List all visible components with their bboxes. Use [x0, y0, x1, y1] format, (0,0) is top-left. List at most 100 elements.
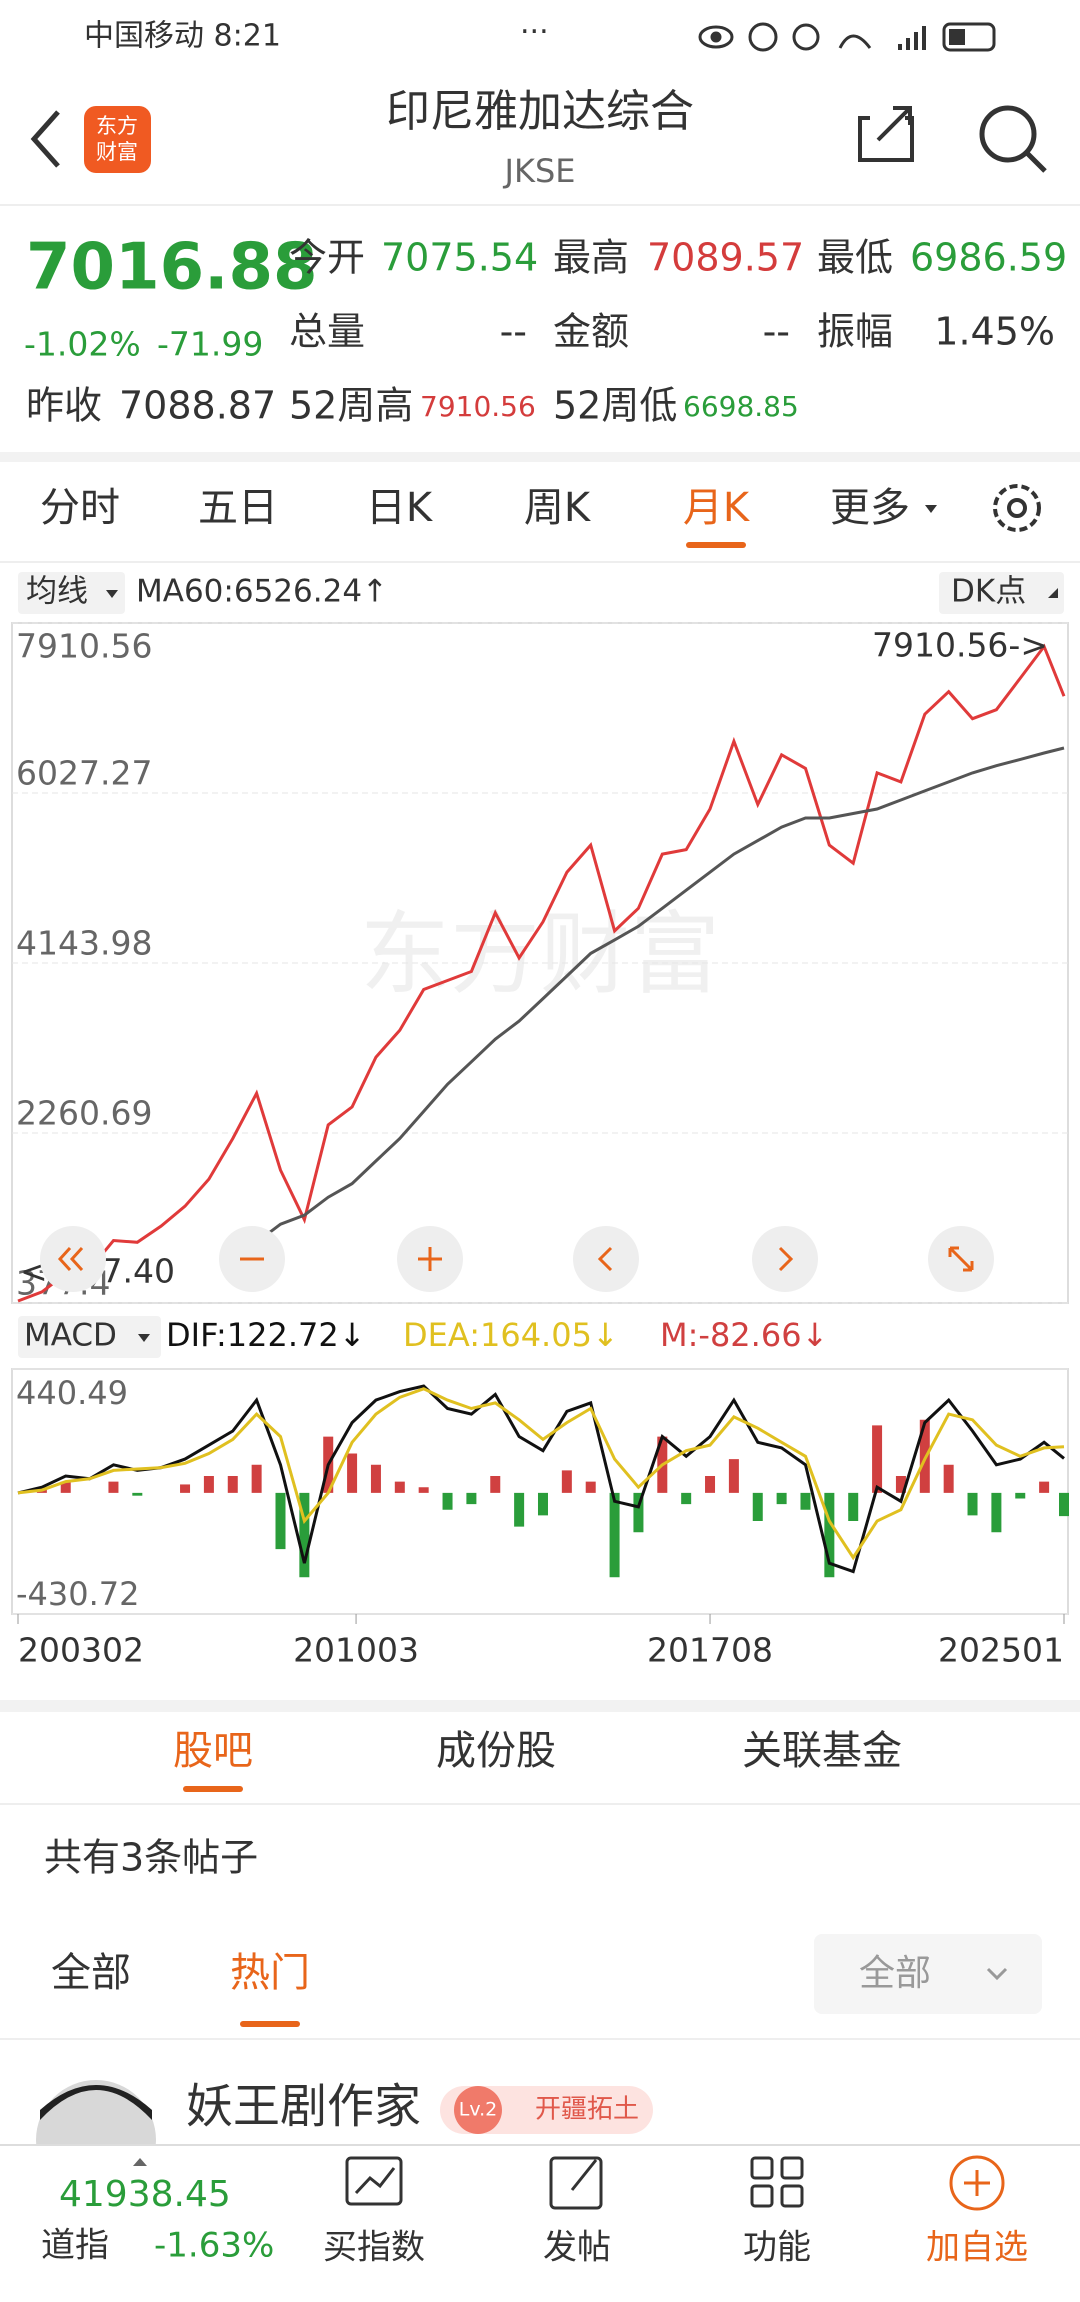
- ma-select-text: 均线: [26, 574, 88, 610]
- macd-bar: [251, 1464, 262, 1493]
- bottom-item[interactable]: 买指数: [323, 2228, 425, 2268]
- bottom-item[interactable]: 加自选: [926, 2228, 1028, 2268]
- series-line: [232, 746, 1065, 1258]
- settings-button[interactable]: [993, 484, 1041, 532]
- x-tick-label: 201708: [647, 1631, 773, 1670]
- label: 金额: [553, 310, 629, 354]
- post-count: 共有3条帖子: [44, 1836, 258, 1880]
- dropdown-text: 全部: [859, 1953, 931, 1994]
- chevron: [986, 1967, 1008, 1981]
- tab[interactable]: 周K: [524, 485, 592, 531]
- dropdown-arrow: [138, 1334, 150, 1342]
- tab[interactable]: 分时: [40, 485, 120, 531]
- series-line: [17, 1387, 1065, 1561]
- macd-bar: [609, 1492, 620, 1578]
- logo-text: 东方: [96, 114, 138, 138]
- nav-left[interactable]: [573, 1226, 639, 1292]
- y-tick-label: 6027.27: [16, 754, 152, 793]
- filter-tab[interactable]: 全部: [51, 1950, 131, 1996]
- section-tab[interactable]: 股吧: [173, 1728, 253, 1774]
- bottom-item[interactable]: 发帖: [543, 2228, 611, 2268]
- nav-right[interactable]: [752, 1226, 818, 1292]
- value: --: [500, 310, 527, 354]
- index-value[interactable]: 41938.45: [59, 2174, 231, 2215]
- tab[interactable]: 五日: [198, 485, 278, 531]
- filter-tab[interactable]: 热门: [230, 1950, 310, 1996]
- title: 印尼雅加达综合: [386, 86, 694, 137]
- dk-button[interactable]: [939, 572, 1064, 614]
- bottom-items: 买指数 发帖 功能 加自选: [323, 2228, 1028, 2268]
- badge-title: 开疆拓土: [535, 2095, 639, 2125]
- tab[interactable]: 日K: [366, 485, 434, 531]
- status-icons: [698, 22, 996, 52]
- back-button[interactable]: [30, 110, 60, 168]
- macd-bar: [347, 1453, 358, 1493]
- series-line: [17, 643, 1066, 1303]
- label: 今开: [289, 236, 365, 280]
- status-more: ···: [520, 15, 549, 50]
- macd-bar: [1039, 1481, 1050, 1493]
- x-tick-label: 202501: [938, 1631, 1064, 1670]
- macd-bar: [490, 1476, 501, 1493]
- macd-bar: [967, 1492, 978, 1516]
- label: 52周低: [553, 384, 677, 428]
- macd-bar: [418, 1487, 429, 1493]
- dropdown[interactable]: [814, 1934, 1042, 2014]
- band: [0, 452, 1080, 462]
- author[interactable]: 妖王剧作家: [186, 2080, 421, 2135]
- legend-entry: DEA:164.05↓: [403, 1316, 619, 1354]
- y-tick-label: 2260.69: [16, 1094, 152, 1133]
- macd-bar: [800, 1492, 811, 1510]
- macd-bar: [681, 1492, 692, 1505]
- label: 振幅: [817, 310, 893, 354]
- y-tick-label: 440.49: [16, 1374, 128, 1412]
- macd-bar: [895, 1476, 906, 1493]
- label: 最高: [553, 236, 629, 280]
- macd-bar: [442, 1492, 453, 1510]
- macd-bar: [370, 1464, 381, 1493]
- watermark: 东方财富: [360, 902, 720, 1007]
- macd-bar: [275, 1492, 286, 1550]
- tab-underline: [686, 542, 746, 548]
- price-chart: 东方财富7910.566027.274143.982260.69377.4791…: [12, 622, 1068, 1304]
- ma-label: MA60:6526.24↑: [136, 574, 388, 610]
- macd-bar: [728, 1459, 739, 1493]
- badge-level: Lv.2: [459, 2099, 497, 2121]
- section-tabs: 股吧 成份股 关联基金: [173, 1728, 902, 1792]
- macd-bar: [132, 1492, 143, 1496]
- section-tab[interactable]: 关联基金: [742, 1728, 902, 1774]
- change-pct: -1.02%: [24, 325, 141, 364]
- share-button[interactable]: [858, 106, 914, 162]
- macd-select[interactable]: [18, 1316, 161, 1358]
- macd-chart: 440.49 -430.72 DIF:122.72↓ DEA:164.05↓ M:-82…: [12, 1316, 1069, 1670]
- tab[interactable]: 更多: [830, 485, 910, 531]
- index-change: -1.63%: [154, 2226, 274, 2266]
- chart-nav: [40, 1226, 994, 1292]
- value: 7088.87: [119, 384, 276, 428]
- badge-icon: [454, 2086, 502, 2134]
- value: 7089.57: [647, 236, 804, 280]
- quote: 7016.88 -1.02% -71.99 今开 7075.54 最高 7089…: [24, 231, 1067, 428]
- label: 最低: [817, 236, 893, 280]
- tab[interactable]: 月K: [683, 485, 751, 531]
- value: 7075.54: [381, 236, 538, 280]
- macd-bar: [1015, 1492, 1026, 1499]
- ma-select[interactable]: [18, 572, 125, 614]
- macd-bar: [824, 1492, 835, 1578]
- expand-arrow: [133, 2158, 147, 2166]
- label: 昨收: [26, 384, 102, 428]
- search-button[interactable]: [979, 105, 1047, 173]
- legend-entry: DIF:122.72↓: [166, 1316, 366, 1354]
- macd-bar: [203, 1476, 214, 1493]
- macd-bar: [514, 1492, 525, 1527]
- bottom-item[interactable]: 功能: [743, 2228, 811, 2268]
- macd-bar: [848, 1492, 859, 1521]
- macd-bar: [872, 1425, 883, 1493]
- macd-bar: [585, 1481, 596, 1493]
- macd-bar: [776, 1492, 787, 1505]
- macd-bar: [537, 1492, 548, 1516]
- change: -71.99: [157, 325, 263, 364]
- section-tab[interactable]: 成份股: [436, 1728, 556, 1774]
